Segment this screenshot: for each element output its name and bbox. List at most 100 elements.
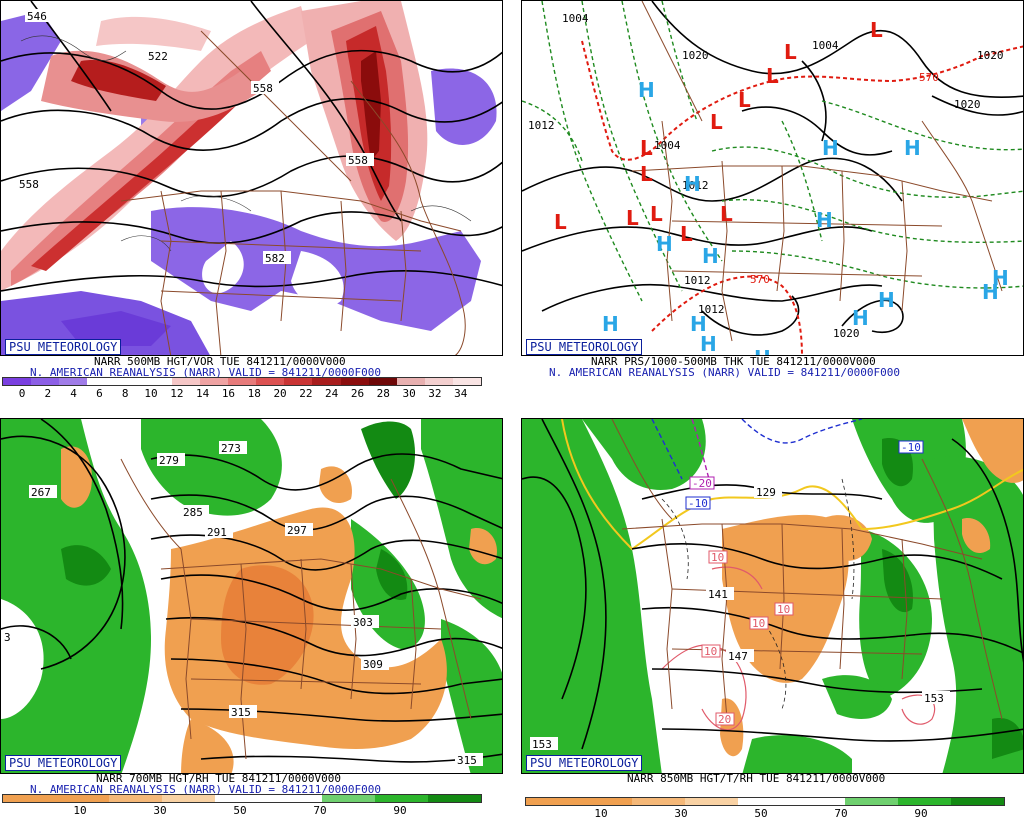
colorbar-swatch [374,795,428,802]
colorbar-tick-label: 14 [196,387,210,400]
map-caption: NARR 500MB HGT/VOR TUE 841211/0000V000 [94,355,346,368]
temperature-label: 10 [777,603,790,616]
colorbar-swatch [109,795,163,802]
colorbar-tick-label: 34 [454,387,468,400]
high-pressure-center: H [992,266,1009,290]
isobar-label: 1020 [954,98,981,111]
colorbar-tick-label: 16 [221,387,236,400]
isobar-label: 1012 [684,274,711,287]
colorbar-swatch [228,378,257,385]
colorbar-tick-label: 50 [233,804,247,817]
panel-850mb-temperature-humidity: -20 -10 -10 10 10 10 10 20 129 141 147 1… [521,418,1024,821]
colorbar-tick-label: 20 [273,387,287,400]
contour-label: 315 [457,754,477,767]
low-pressure-center: L [784,40,797,64]
colorbar-swatch [56,795,110,802]
colorbar-tick-label: 6 [96,387,103,400]
contour-label: 291 [207,526,227,539]
temperature-label: 10 [704,645,717,658]
high-pressure-center: H [656,232,673,256]
colorbar-tick-label: 24 [325,387,339,400]
colorbar-tick-label: 12 [170,387,184,400]
contour-label: 582 [265,252,285,265]
colorbar-swatch [427,795,481,802]
colorbar-swatch [321,795,375,802]
colorbar-swatch [368,378,397,385]
low-pressure-center: L [640,162,653,186]
colorbar-swatch [791,798,845,805]
high-pressure-center: H [638,78,655,102]
colorbar-swatch [340,378,369,385]
low-pressure-center: L [710,110,723,134]
colorbar-tick-label: 28 [376,387,390,400]
colorbar-humidity [2,794,482,803]
contour-label: 297 [287,524,307,537]
temperature-label: -10 [901,441,921,454]
high-pressure-center: H [702,244,719,268]
isobar-label: 1004 [654,139,681,152]
panel-pressure-thickness: 1004 1020 1004 1012 1020 1020 1004 1012 … [521,0,1024,402]
colorbar-tick-label: 10 [594,807,608,820]
map-subcaption: N. AMERICAN REANALYSIS (NARR) VALID = 84… [30,366,381,379]
colorbar-swatch [738,798,792,805]
isobar-label: 1012 [698,303,725,316]
panel-500mb-vorticity: 546 522 558 558 582 558 PSU METEOROLOGY … [0,0,503,402]
colorbar-tick-label: 90 [914,807,928,820]
colorbar-ticks: 10 30 50 70 90 [521,808,1024,821]
map-subcaption: N. AMERICAN REANALYSIS (NARR) VALID = 84… [30,783,381,796]
low-pressure-center: L [738,88,751,112]
colorbar-swatch [844,798,898,805]
colorbar-tick-label: 30 [402,387,416,400]
contour-label: 315 [231,706,251,719]
isobar-label: 1012 [528,119,555,132]
high-pressure-center: H [822,136,839,160]
low-pressure-center: L [680,222,693,246]
thickness-label: 570 [919,71,939,84]
map-caption: NARR 700MB HGT/RH TUE 841211/0000V000 [96,772,342,785]
temperature-label: 10 [711,551,724,564]
contour-label: 153 [924,692,944,705]
colorbar-swatch [685,798,739,805]
colorbar-tick-label: 18 [247,387,261,400]
low-pressure-center: L [554,210,567,234]
colorbar-swatch [199,378,228,385]
colorbar-swatch [268,795,322,802]
colorbar-swatch [632,798,686,805]
colorbar-swatch [256,378,285,385]
map-850mb: -20 -10 -10 10 10 10 10 20 129 141 147 1… [521,418,1024,774]
high-pressure-center: H [852,306,869,330]
colorbar-tick-label: 22 [299,387,313,400]
colorbar-swatch [162,795,216,802]
low-pressure-center: L [640,136,653,160]
colorbar-tick-label: 0 [18,387,26,400]
contour-label: 558 [19,178,39,191]
isobar-label: 1012 [682,179,709,192]
colorbar-swatch [115,378,144,385]
colorbar-tick-label: 2 [44,387,52,400]
colorbar-tick-label: 10 [73,804,87,817]
colorbar-tick-label: 70 [834,807,848,820]
isobar-label: 1020 [977,49,1004,62]
map-700mb: 279 273 267 285 291 297 303 309 315 315 … [0,418,503,774]
contour-label: 141 [708,588,728,601]
psu-meteorology-badge: PSU METEOROLOGY [526,755,643,771]
colorbar-swatch [59,378,88,385]
colorbar-swatch [143,378,172,385]
temperature-label: 10 [752,617,765,630]
high-pressure-center: H [816,208,833,232]
isobar-label: 1004 [562,12,589,25]
psu-meteorology-badge: PSU METEOROLOGY [526,339,643,355]
low-pressure-center: L [626,206,639,230]
map-caption: NARR PRS/1000-500MB THK TUE 841211/0000V… [591,355,876,368]
colorbar-swatch [526,798,580,805]
colorbar-tick-label: 10 [144,387,158,400]
colorbar-swatch [215,795,269,802]
colorbar-swatch [950,798,1004,805]
colorbar-swatch [3,378,32,385]
low-pressure-center: L [870,18,883,42]
colorbar-humidity [525,797,1005,806]
colorbar-swatch [396,378,425,385]
temperature-label: -20 [692,477,712,490]
high-pressure-center: H [754,346,771,356]
temperature-label: -10 [688,497,708,510]
